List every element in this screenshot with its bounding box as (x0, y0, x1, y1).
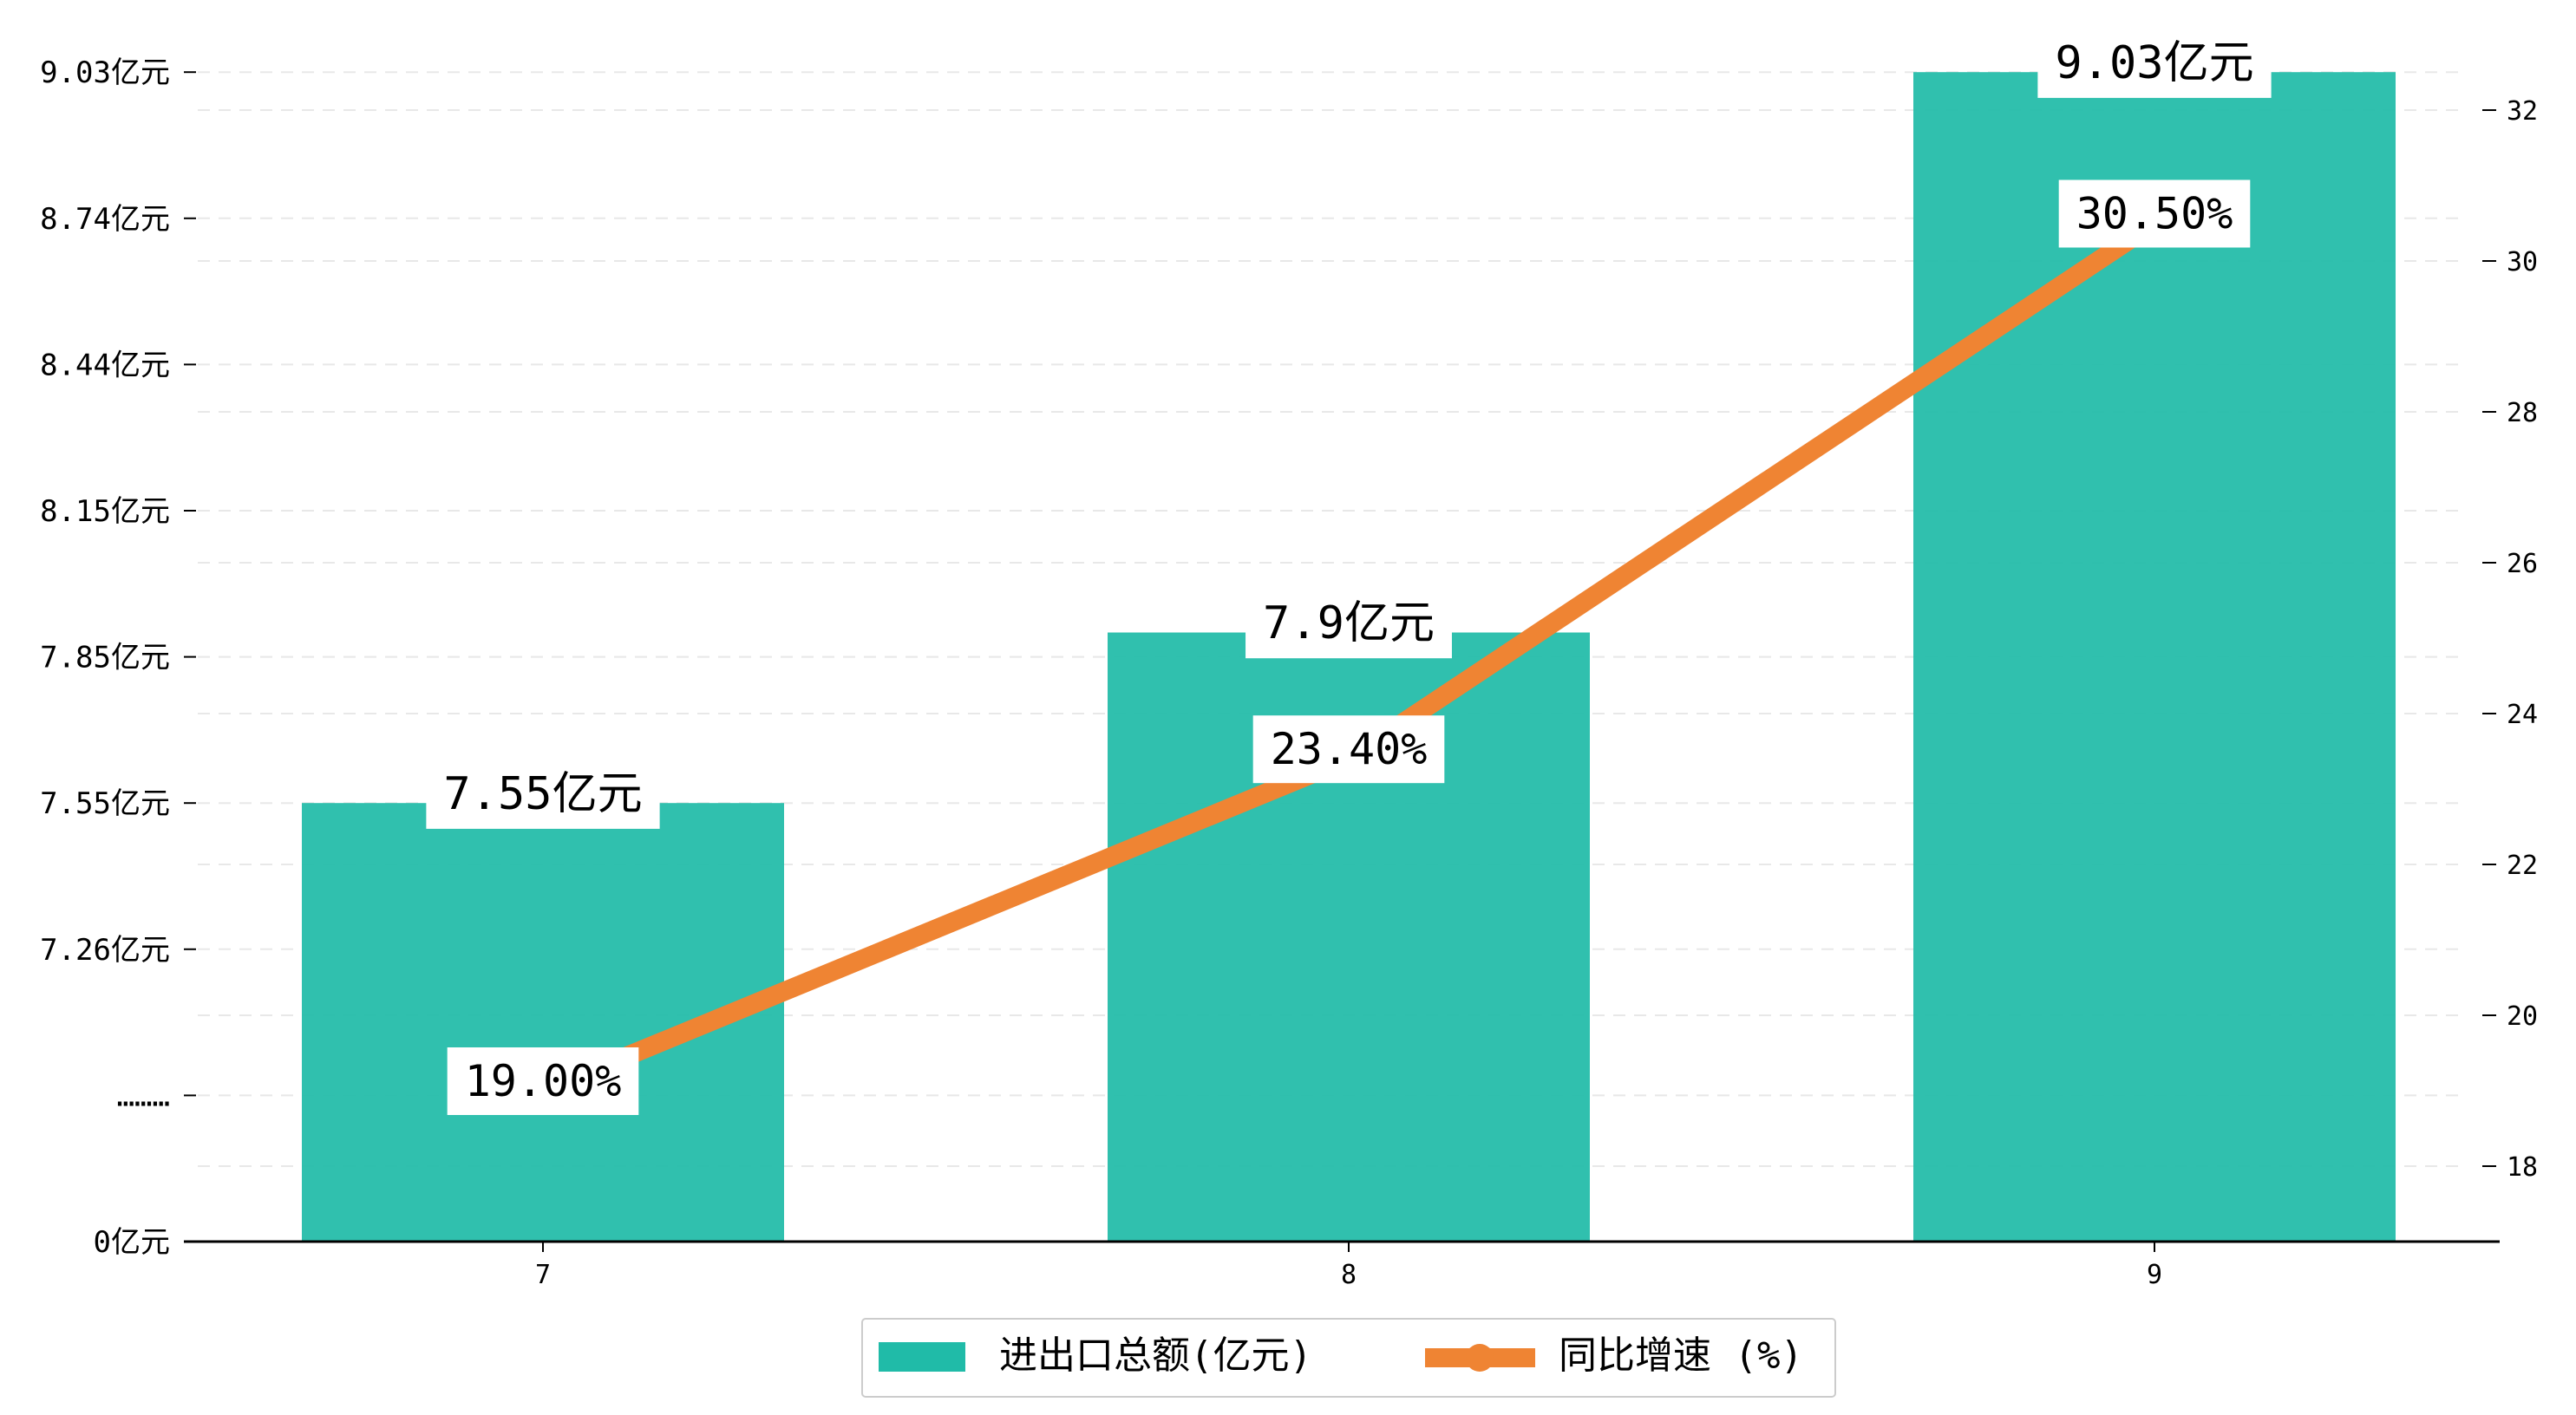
right-tick-label: 26 (2507, 549, 2538, 579)
right-tick-label: 24 (2507, 700, 2538, 730)
left-tick-label: 7.26亿元 (40, 933, 170, 968)
legend-label-line: 同比增速 (%) (1559, 1333, 1803, 1378)
line-value-label-group: 23.40% (1252, 715, 1445, 784)
bar-value-label-bg (1246, 589, 1452, 659)
line-value-label: 30.50% (2076, 189, 2233, 239)
right-tick-label: 28 (2507, 398, 2538, 428)
right-tick-label: 30 (2507, 247, 2538, 277)
line-value-label-group: 30.50% (2058, 179, 2251, 248)
bar-value-label: 9.03亿元 (2055, 37, 2253, 89)
x-tick-label: 8 (1341, 1260, 1357, 1290)
left-tick-label: 7.85亿元 (40, 641, 170, 675)
line-value-label-bg (447, 1047, 639, 1115)
legend: 进出口总额(亿元) 同比增速 (%) (861, 1318, 1836, 1398)
bar-value-label: 7.55亿元 (443, 768, 642, 820)
legend-marker-line (1466, 1344, 1494, 1372)
right-tick-label: 32 (2507, 96, 2538, 127)
axes: 7 8 9 0亿元 ……… 7.26亿元 7.55亿元 7.85亿元 8.15亿元 8.44亿元 8… (40, 55, 2538, 1290)
line-value-label-bg (1252, 715, 1445, 784)
line-value-label: 19.00% (465, 1056, 622, 1106)
left-tick-label: 9.03亿元 (40, 55, 170, 90)
line-value-label: 23.40% (1271, 724, 1428, 774)
left-tick-label: 0亿元 (94, 1225, 170, 1260)
line-value-label-group: 19.00% (447, 1047, 639, 1115)
left-tick-label: 7.55亿元 (40, 786, 170, 821)
data-labels: 7.55亿元 7.9亿元 9.03亿元 19.00% 23.40% 30.50% (426, 28, 2272, 1115)
right-tick-label: 20 (2507, 1001, 2538, 1032)
right-tick-label: 22 (2507, 851, 2538, 881)
left-tick-label: ……… (117, 1079, 170, 1113)
x-tick-label: 7 (535, 1260, 551, 1290)
bar-value-label-bg (2037, 28, 2272, 98)
left-tick-label: 8.15亿元 (40, 494, 170, 529)
legend-label-bar: 进出口总额(亿元) (999, 1333, 1312, 1378)
bar-value-label-bg (426, 759, 660, 829)
bar-value-label-group: 9.03亿元 (2037, 28, 2272, 98)
left-tick-label: 8.44亿元 (40, 348, 170, 382)
bar-value-label-group: 7.55亿元 (426, 759, 660, 829)
legend-box (861, 1318, 1836, 1398)
right-tick-label: 18 (2507, 1152, 2538, 1183)
bar-value-label: 7.9亿元 (1263, 597, 1435, 649)
x-tick-label: 9 (2147, 1260, 2162, 1290)
line-value-label-bg (2058, 179, 2251, 248)
left-tick-label: 8.74亿元 (40, 202, 170, 237)
legend-swatch-bar (879, 1342, 965, 1372)
bar-9 (1913, 72, 2396, 1242)
bar-value-label-group: 7.9亿元 (1246, 589, 1452, 659)
